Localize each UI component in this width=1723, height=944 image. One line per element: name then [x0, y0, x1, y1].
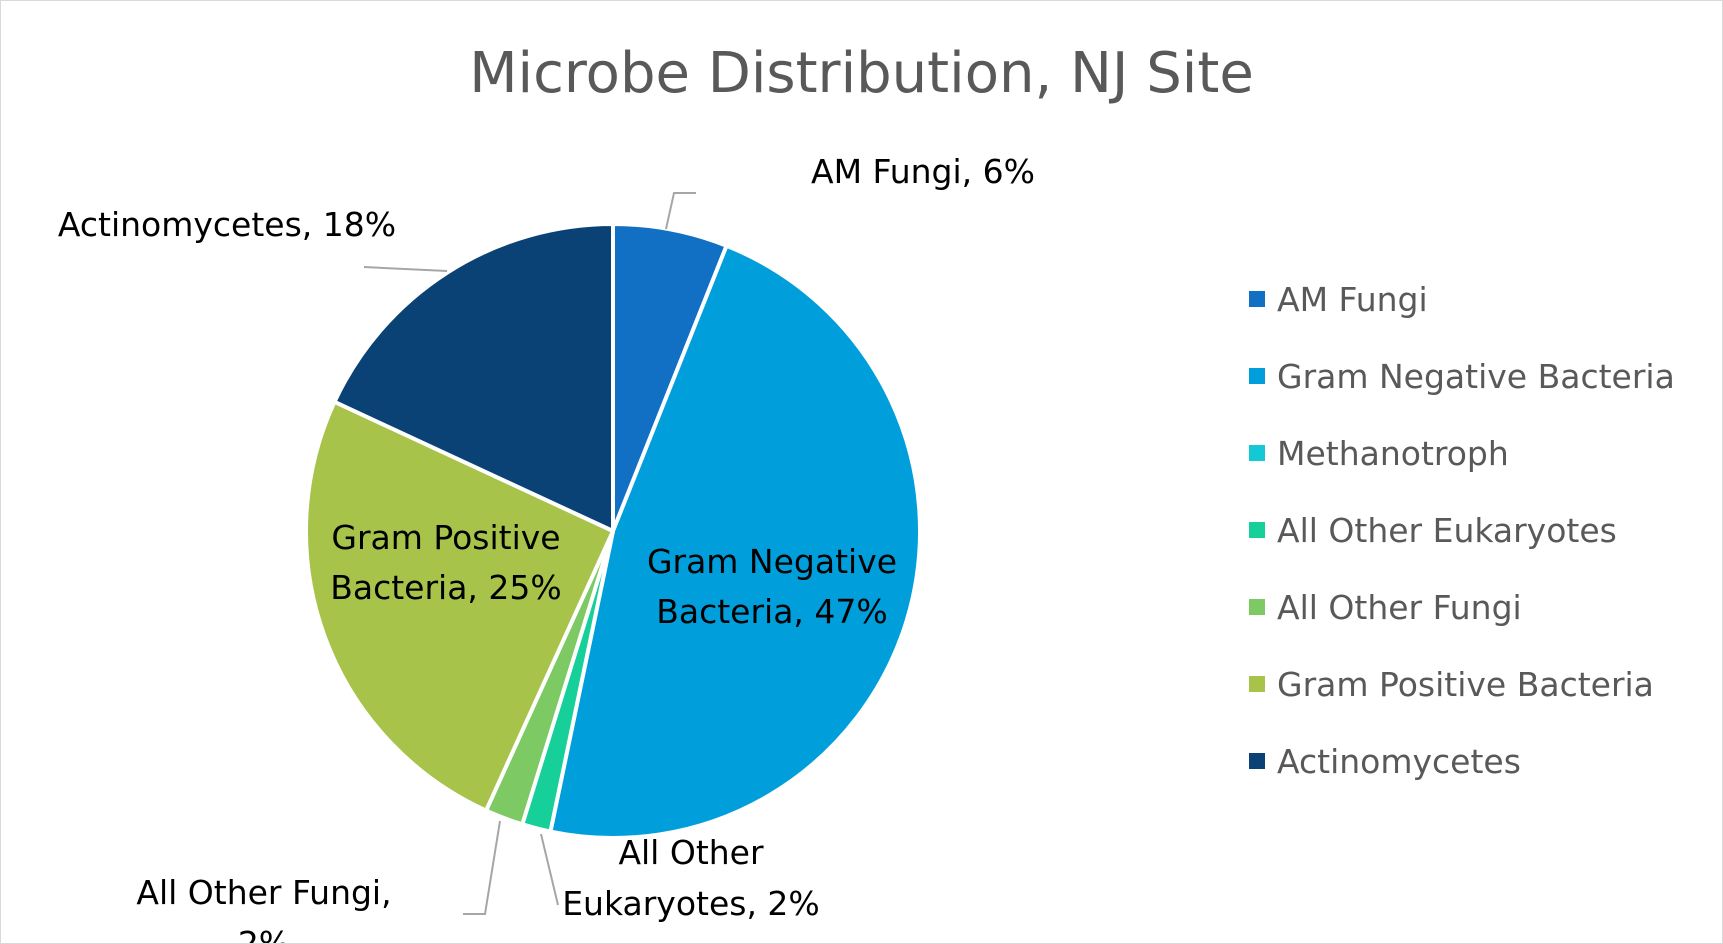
data-label-am-fungi: AM Fungi, 6%	[811, 152, 1035, 191]
data-label-gram-negative-bacteria-line-2: Bacteria, 47%	[656, 592, 888, 631]
leader-line-all-other-eukaryotes	[540, 833, 559, 906]
legend-item-actinomycetes: Actinomycetes	[1249, 742, 1521, 781]
legend-label-all-other-eukaryotes: All Other Eukaryotes	[1277, 511, 1617, 550]
data-label-gram-negative-bacteria-line-1: Gram Negative	[647, 542, 897, 581]
legend-item-gram-positive-bacteria: Gram Positive Bacteria	[1249, 665, 1654, 704]
data-label-actinomycetes: Actinomycetes, 18%	[58, 205, 396, 244]
leader-line-am-fungi	[665, 192, 696, 230]
legend-label-gram-negative-bacteria: Gram Negative Bacteria	[1277, 357, 1675, 396]
legend-label-methanotroph: Methanotroph	[1277, 434, 1509, 473]
legend-swatch-all-other-eukaryotes	[1249, 522, 1265, 538]
pie-slice-gram-positive-bacteria	[304, 399, 615, 813]
legend-label-am-fungi: AM Fungi	[1277, 280, 1428, 319]
leader-line-actinomycetes	[363, 266, 448, 272]
legend-item-gram-negative-bacteria: Gram Negative Bacteria	[1249, 357, 1675, 396]
chart-title: Microbe Distribution, NJ Site	[469, 41, 1254, 106]
legend-label-all-other-fungi: All Other Fungi	[1277, 588, 1522, 627]
legend-item-all-other-fungi: All Other Fungi	[1249, 588, 1522, 627]
legend-swatch-gram-positive-bacteria	[1249, 676, 1265, 692]
legend-label-gram-positive-bacteria: Gram Positive Bacteria	[1277, 665, 1654, 704]
pie-slice-gram-negative-bacteria	[548, 243, 922, 840]
legend-label-actinomycetes: Actinomycetes	[1277, 742, 1521, 781]
legend-swatch-all-other-fungi	[1249, 599, 1265, 615]
data-label-gram-positive-bacteria-line-2: Bacteria, 25%	[330, 568, 562, 607]
data-label-all-other-fungi-line-2: 2%	[238, 924, 290, 944]
data-label-all-other-fungi-line-1: All Other Fungi,	[136, 873, 391, 912]
legend-item-methanotroph: Methanotroph	[1249, 434, 1509, 473]
pie-slice-actinomycetes	[332, 222, 615, 533]
legend-swatch-am-fungi	[1249, 291, 1265, 307]
legend-swatch-gram-negative-bacteria	[1249, 368, 1265, 384]
data-label-all-other-eukaryotes-line-2: Eukaryotes, 2%	[562, 884, 820, 923]
legend-swatch-actinomycetes	[1249, 753, 1265, 769]
leader-line-all-other-fungi	[463, 820, 501, 915]
legend-swatch-methanotroph	[1249, 445, 1265, 461]
data-label-all-other-eukaryotes-line-1: All Other	[618, 833, 764, 872]
legend-item-all-other-eukaryotes: All Other Eukaryotes	[1249, 511, 1617, 550]
data-label-gram-positive-bacteria-line-1: Gram Positive	[331, 518, 560, 557]
legend-item-am-fungi: AM Fungi	[1249, 280, 1428, 319]
